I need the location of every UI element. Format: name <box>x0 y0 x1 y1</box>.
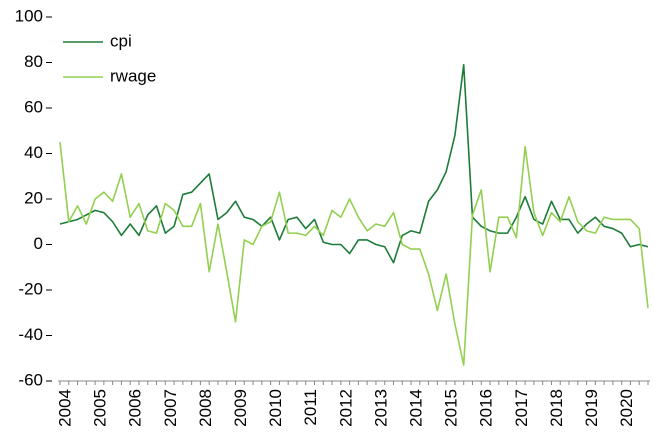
x-tick-label: 2019 <box>582 389 601 427</box>
y-tick-label: 0 <box>34 234 43 253</box>
x-tick-label: 2018 <box>547 389 566 427</box>
y-tick-label: 60 <box>24 97 43 116</box>
legend-label: cpi <box>110 31 132 50</box>
x-tick-label: 2013 <box>371 389 390 427</box>
x-tick-label: 2011 <box>301 389 320 426</box>
series-line <box>59 63 649 264</box>
y-tick-label: -60 <box>18 370 43 389</box>
y-tick-label: 80 <box>24 52 43 71</box>
x-tick-label: 2007 <box>161 389 180 427</box>
x-tick-label: 2017 <box>512 389 531 427</box>
x-tick-label: 2016 <box>477 389 496 427</box>
x-tick-label: 2008 <box>196 389 215 427</box>
x-tick-label: 2010 <box>266 389 285 427</box>
legend-label: rwage <box>110 66 156 85</box>
y-tick-label: 20 <box>24 188 43 207</box>
x-tick-label: 2004 <box>55 389 74 427</box>
y-tick-label: 40 <box>24 143 43 162</box>
x-tick-label: 2020 <box>617 389 636 427</box>
y-tick-label: 100 <box>15 6 43 25</box>
x-tick-label: 2015 <box>442 389 461 427</box>
x-tick-label: 2006 <box>126 389 145 427</box>
series-line <box>59 142 649 366</box>
x-tick-label: 2009 <box>231 389 250 427</box>
x-tick-label: 2014 <box>407 389 426 427</box>
y-tick-label: -40 <box>18 325 43 344</box>
x-tick-label: 2012 <box>336 389 355 427</box>
x-tick-label: 2005 <box>91 389 110 427</box>
y-tick-label: -20 <box>18 279 43 298</box>
